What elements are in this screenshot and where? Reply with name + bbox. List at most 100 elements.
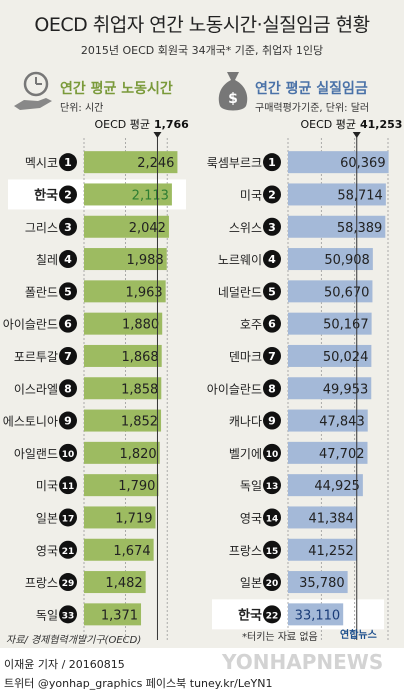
hours-value-label: 1,820 xyxy=(119,447,156,462)
hours-average-marker xyxy=(153,132,162,138)
wage-country-label: 벨기에 xyxy=(229,447,262,461)
hours-bar xyxy=(84,377,162,400)
hours-bar xyxy=(84,603,142,626)
wage-average-value: 41,253 xyxy=(360,118,402,131)
money-bag-icon: $ xyxy=(218,72,248,111)
wage-rank-label: 2 xyxy=(268,188,276,201)
wage-rank-label: 6 xyxy=(268,318,276,331)
wage-bar xyxy=(288,280,373,303)
hours-rank-badge xyxy=(59,250,77,269)
wage-value-label: 58,714 xyxy=(337,188,383,203)
wage-country-label: 아이슬란드 xyxy=(207,382,262,396)
hours-country-label: 한국 xyxy=(34,187,58,203)
hours-rank-badge xyxy=(59,476,77,495)
wage-value-label: 50,670 xyxy=(324,285,370,300)
hours-rank-badge xyxy=(59,508,77,527)
wage-rank-label: 10 xyxy=(266,450,279,460)
wage-bar xyxy=(288,571,348,594)
hours-value-label: 1,674 xyxy=(113,544,150,559)
wage-country-label: 한국 xyxy=(238,607,262,623)
hours-value-label: 2,113 xyxy=(132,188,169,203)
wage-value-label: 50,908 xyxy=(324,253,370,268)
hours-rank-label: 9 xyxy=(64,415,72,428)
source-label: 자료/ 경제협력개발기구(OECD) xyxy=(6,635,142,646)
wage-rank-badge xyxy=(263,508,281,527)
hours-bar xyxy=(84,474,159,497)
wage-value-label: 50,024 xyxy=(323,350,369,365)
hours-rank-badge xyxy=(59,605,77,624)
hours-country-label: 칠레 xyxy=(36,253,58,267)
wage-value-label: 50,167 xyxy=(323,318,369,333)
hours-country-label: 미국 xyxy=(36,479,58,493)
hours-rank-badge xyxy=(59,540,77,559)
wage-bar xyxy=(288,474,363,497)
wage-value-label: 35,780 xyxy=(299,576,345,591)
wage-rank-badge xyxy=(263,379,281,398)
hours-bar xyxy=(84,280,166,303)
wage-rank-badge xyxy=(263,573,281,592)
wage-bar xyxy=(288,603,344,626)
wage-rank-badge xyxy=(263,540,281,559)
hours-value-label: 1,880 xyxy=(122,318,159,333)
hours-rank-badge xyxy=(59,314,77,333)
wage-value-label: 41,384 xyxy=(308,511,354,526)
hours-rank-badge xyxy=(59,379,77,398)
wage-bar xyxy=(288,183,386,206)
hours-rank-badge xyxy=(59,185,77,204)
left-panel-title: 연간 평균 노동시간 xyxy=(60,81,173,97)
hours-bar xyxy=(84,538,154,561)
hours-country-label: 포르투갈 xyxy=(14,350,58,364)
wage-bar xyxy=(288,409,368,432)
hours-rank-label: 33 xyxy=(62,611,75,621)
wage-value-label: 60,369 xyxy=(340,156,386,171)
hours-country-label: 멕시코 xyxy=(25,156,58,170)
hours-value-label: 1,790 xyxy=(118,479,155,494)
wage-rank-badge xyxy=(263,443,281,462)
svg-text:$: $ xyxy=(228,91,238,107)
wage-bar xyxy=(288,538,357,561)
wage-rank-label: 4 xyxy=(268,253,276,266)
wage-rank-badge xyxy=(263,282,281,301)
hours-country-label: 독일 xyxy=(36,608,58,622)
hours-rank-label: 17 xyxy=(62,514,75,524)
hours-rank-label: 8 xyxy=(64,382,72,395)
wage-bar xyxy=(288,377,372,400)
wage-value-label: 44,925 xyxy=(314,479,360,494)
hours-rank-badge xyxy=(59,282,77,301)
hours-rank-label: 1 xyxy=(64,156,72,169)
hours-country-label: 일본 xyxy=(36,511,58,525)
wage-rank-badge xyxy=(263,217,281,236)
wage-country-label: 독일 xyxy=(240,479,262,493)
hours-bar xyxy=(84,151,178,174)
wage-rank-badge xyxy=(263,250,281,269)
wage-rank-label: 15 xyxy=(266,547,279,557)
hours-country-label: 아일랜드 xyxy=(14,447,58,461)
wage-country-label: 일본 xyxy=(240,576,262,590)
wage-value-label: 41,252 xyxy=(308,544,354,559)
wage-country-label: 캐나다 xyxy=(229,415,262,429)
hours-bar xyxy=(84,248,167,271)
social-links: 트위터 @yonhap_graphics 페이스북 tuney.kr/LeYN1 xyxy=(4,677,273,690)
hours-value-label: 1,963 xyxy=(125,285,162,300)
wage-rank-label: 3 xyxy=(268,221,276,234)
hours-rank-label: 7 xyxy=(64,350,72,363)
wage-value-label: 33,110 xyxy=(295,608,341,623)
wage-rank-badge xyxy=(263,411,281,430)
hours-rank-label: 29 xyxy=(62,579,75,589)
wage-rank-badge xyxy=(263,314,281,333)
hours-rank-label: 5 xyxy=(64,285,72,298)
right-panel-title: 연간 평균 실질임금 xyxy=(255,81,368,97)
wage-rank-badge xyxy=(263,605,281,624)
hours-rank-label: 11 xyxy=(62,482,75,492)
wage-rank-label: 13 xyxy=(266,482,279,492)
hours-rank-label: 4 xyxy=(64,253,72,266)
hours-rank-label: 10 xyxy=(62,450,75,460)
wage-bar xyxy=(288,151,389,174)
brand-logo: 연합뉴스 xyxy=(340,630,377,641)
wage-country-label: 호주 xyxy=(240,318,262,332)
wage-country-label: 스위스 xyxy=(229,221,262,235)
hours-value-label: 2,246 xyxy=(137,156,174,171)
hours-value-label: 1,858 xyxy=(121,382,158,397)
hours-value-label: 1,868 xyxy=(121,350,158,365)
hours-rank-label: 21 xyxy=(62,547,75,557)
